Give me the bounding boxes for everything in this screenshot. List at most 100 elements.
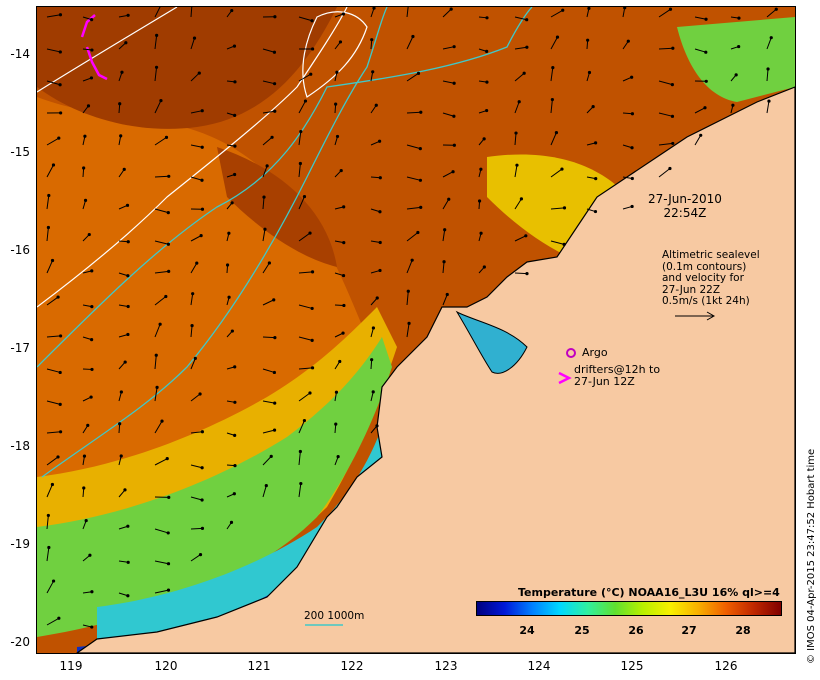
- velocity-vector-head: [378, 210, 382, 214]
- drifters-line: 27-Jun 12Z: [574, 375, 635, 388]
- velocity-vector-head: [452, 143, 456, 147]
- velocity-vector: [694, 135, 702, 146]
- velocity-vector-head: [485, 16, 489, 20]
- sst-hot-core-2: [217, 147, 337, 267]
- velocity-vector-head: [233, 463, 237, 468]
- velocity-vector-head: [341, 273, 346, 278]
- velocity-vector: [766, 8, 777, 18]
- velocity-vector-head: [50, 258, 55, 263]
- velocity-vector: [658, 142, 673, 146]
- velocity-vector: [442, 171, 454, 178]
- velocity-vector: [262, 336, 275, 339]
- timestamp-date: 27-Jun-2010: [648, 192, 722, 206]
- velocity-vector-head: [90, 367, 94, 372]
- velocity-vector: [406, 7, 409, 18]
- velocity-vector-head: [272, 50, 277, 54]
- sst-hot-core: [37, 7, 337, 129]
- velocity-vector: [658, 8, 671, 18]
- velocity-vector: [406, 111, 421, 114]
- velocity-vector-head: [308, 391, 312, 395]
- velocity-vector-head: [233, 400, 237, 404]
- sst-map-canvas: [37, 7, 795, 653]
- velocity-vector-head: [57, 136, 61, 140]
- velocity-vector-head: [83, 134, 87, 138]
- velocity-vector-head: [118, 102, 122, 106]
- velocity-vector-head: [126, 274, 130, 278]
- velocity-vector: [46, 456, 59, 466]
- velocity-vector: [262, 165, 268, 178]
- velocity-vector-head: [88, 553, 92, 557]
- velocity-vector-head: [699, 133, 703, 137]
- velocity-vector: [766, 37, 772, 50]
- velocity-vector-head: [519, 197, 524, 201]
- colorbar-title: Temperature (°C) NOAA16_L3U 16% ql>=4: [518, 586, 780, 599]
- velocity-vector-head: [158, 322, 162, 326]
- velocity-vector-head: [299, 129, 303, 134]
- velocity-vector-head: [83, 198, 88, 202]
- velocity-vector: [262, 229, 266, 242]
- velocity-vector: [154, 136, 167, 146]
- velocity-vector-head: [123, 488, 127, 492]
- velocity-vector-head: [126, 13, 130, 17]
- velocity-vector-head: [57, 616, 61, 620]
- drifters-legend: drifters@12h to 27-Jun 12Z: [574, 364, 660, 388]
- velocity-vector: [154, 67, 158, 82]
- velocity-vector-head: [270, 135, 274, 139]
- velocity-vector-head: [310, 366, 315, 370]
- velocity-vector: [154, 270, 169, 274]
- velocity-vector-head: [58, 402, 62, 407]
- velocity-vector: [658, 168, 671, 178]
- velocity-vector-head: [308, 231, 312, 235]
- velocity-vector-head: [774, 7, 778, 11]
- velocity-vector-head: [200, 526, 205, 530]
- velocity-vector: [154, 296, 167, 306]
- velocity-vector-head: [587, 70, 592, 75]
- velocity-vector-head: [198, 392, 202, 396]
- velocity-vector-head: [154, 353, 158, 357]
- sst-map: [36, 6, 796, 654]
- velocity-vector: [514, 16, 527, 21]
- velocity-vector-head: [310, 306, 314, 311]
- altimetry-line: 0.5m/s (1kt 24h): [662, 295, 750, 307]
- velocity-vectors: [46, 7, 778, 629]
- velocity-vector-head: [200, 178, 204, 182]
- velocity-vector: [46, 484, 53, 498]
- velocity-vector-head: [126, 594, 130, 598]
- velocity-vector-head: [482, 137, 486, 141]
- lon-tick: 125: [620, 659, 644, 673]
- velocity-vector-head: [46, 225, 50, 230]
- velocity-vector-head: [623, 7, 627, 10]
- velocity-vector: [190, 325, 193, 338]
- velocity-vector: [46, 137, 60, 146]
- velocity-vector: [658, 80, 673, 86]
- velocity-vector: [550, 207, 565, 210]
- velocity-vector: [262, 299, 274, 306]
- velocity-vector-head: [668, 7, 673, 11]
- velocity-vector: [550, 168, 563, 178]
- velocity-vector-head: [164, 294, 168, 299]
- velocity-vector-head: [267, 261, 271, 265]
- velocity-vector-head: [125, 203, 130, 207]
- velocity-vector-head: [90, 590, 94, 594]
- velocity-vector: [154, 175, 169, 178]
- velocity-vector: [514, 101, 520, 114]
- velocity-vector-head: [119, 454, 123, 458]
- velocity-vector-head: [485, 80, 489, 84]
- velocity-vector: [154, 100, 162, 114]
- velocity-vector-head: [273, 109, 277, 113]
- velocity-vector: [766, 100, 770, 114]
- velocity-vector-head: [334, 390, 339, 394]
- velocity-vector: [550, 240, 565, 245]
- velocity-vector-head: [126, 332, 130, 337]
- velocity-vector-head: [164, 135, 169, 139]
- altimetry-line: Altimetric sealevel: [662, 249, 760, 261]
- velocity-vector: [46, 48, 61, 53]
- velocity-vector-head: [479, 167, 483, 171]
- velocity-vector: [154, 560, 169, 565]
- velocity-vector-head: [197, 71, 201, 75]
- velocity-vector-head: [310, 338, 314, 343]
- colorbar-tick: 27: [681, 624, 697, 637]
- velocity-vector-head: [668, 166, 672, 171]
- velocity-vector-head: [166, 242, 170, 246]
- velocity-vector-head: [302, 194, 307, 199]
